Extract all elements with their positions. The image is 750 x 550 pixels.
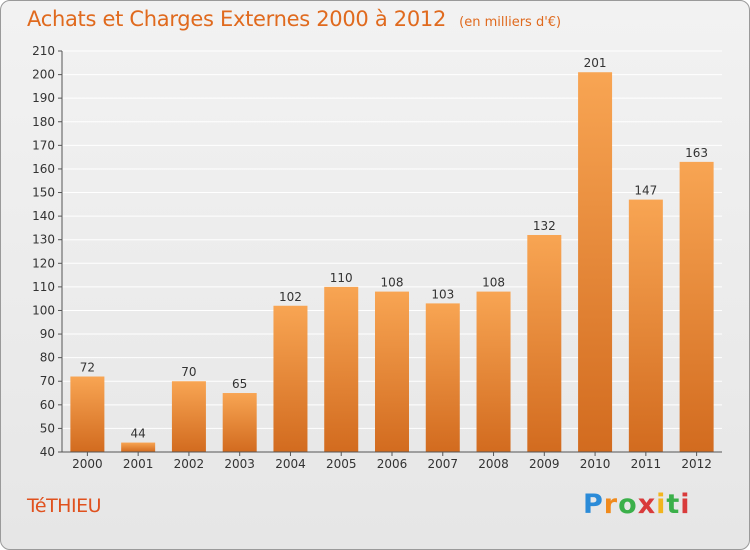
- y-tick-label: 110: [32, 280, 55, 294]
- x-tick-label: 2001: [123, 457, 154, 471]
- y-tick-label: 80: [40, 351, 55, 365]
- y-tick-label: 160: [32, 162, 55, 176]
- logo-letter: P: [583, 489, 604, 520]
- bar: [375, 291, 409, 452]
- title-row: Achats et Charges Externes 2000 à 2012 (…: [27, 7, 561, 31]
- bar: [222, 393, 257, 452]
- logo-letter: i: [680, 489, 691, 520]
- bar: [171, 381, 206, 452]
- logo-letter: i: [656, 489, 667, 520]
- y-tick-label: 100: [32, 303, 55, 317]
- proxiti-logo[interactable]: Proxiti: [583, 489, 691, 520]
- bar: [628, 199, 663, 452]
- bar: [476, 291, 511, 452]
- y-tick-label: 40: [40, 445, 55, 459]
- x-tick-label: 2009: [529, 457, 560, 471]
- bar-value-label: 201: [584, 56, 607, 70]
- y-tick-label: 50: [40, 421, 55, 435]
- y-tick-label: 190: [32, 91, 55, 105]
- bar: [121, 442, 156, 452]
- y-tick-label: 120: [32, 256, 55, 270]
- bar-value-label: 102: [279, 290, 302, 304]
- logo-letter: r: [603, 489, 619, 520]
- y-tick-label: 170: [32, 138, 55, 152]
- bar: [70, 376, 105, 452]
- x-tick-label: 2007: [427, 457, 458, 471]
- bar-value-label: 163: [685, 146, 708, 160]
- x-tick-label: 2012: [681, 457, 712, 471]
- bar: [324, 286, 359, 452]
- chart-subtitle: (en milliers d'€): [459, 15, 562, 30]
- bar: [679, 161, 714, 453]
- logo-letter: t: [666, 489, 681, 520]
- commune-name: TéTHIEU: [27, 495, 101, 517]
- y-tick-label: 200: [32, 68, 55, 82]
- bar-value-label: 70: [181, 365, 196, 379]
- bar-value-label: 72: [80, 361, 95, 375]
- y-tick-label: 90: [40, 327, 55, 341]
- bar-value-label: 147: [634, 184, 657, 198]
- x-tick-label: 2000: [72, 457, 103, 471]
- bar-value-label: 103: [431, 287, 454, 301]
- x-tick-label: 2010: [580, 457, 611, 471]
- bar-value-label: 108: [381, 276, 404, 290]
- y-tick-label: 60: [40, 398, 55, 412]
- chart-title: Achats et Charges Externes 2000 à 2012: [27, 7, 447, 31]
- x-tick-label: 2002: [174, 457, 205, 471]
- y-tick-label: 130: [32, 233, 55, 247]
- bar: [578, 72, 613, 453]
- bar: [527, 234, 562, 452]
- x-tick-label: 2011: [631, 457, 662, 471]
- logo-letter: x: [637, 489, 657, 520]
- bar-value-label: 108: [482, 276, 505, 290]
- x-tick-label: 2004: [275, 457, 306, 471]
- y-tick-label: 180: [32, 115, 55, 129]
- bar-value-label: 65: [232, 377, 247, 391]
- x-tick-label: 2008: [478, 457, 509, 471]
- bar: [273, 305, 308, 452]
- y-tick-label: 210: [32, 44, 55, 58]
- x-tick-label: 2006: [377, 457, 408, 471]
- bar-value-label: 110: [330, 271, 353, 285]
- y-tick-label: 150: [32, 186, 55, 200]
- y-tick-label: 70: [40, 374, 55, 388]
- y-tick-label: 140: [32, 209, 55, 223]
- bar-value-label: 44: [131, 427, 146, 441]
- bar-value-label: 132: [533, 219, 556, 233]
- x-tick-label: 2005: [326, 457, 357, 471]
- x-tick-label: 2003: [224, 457, 255, 471]
- bar: [425, 303, 460, 452]
- logo-letter: o: [618, 489, 638, 520]
